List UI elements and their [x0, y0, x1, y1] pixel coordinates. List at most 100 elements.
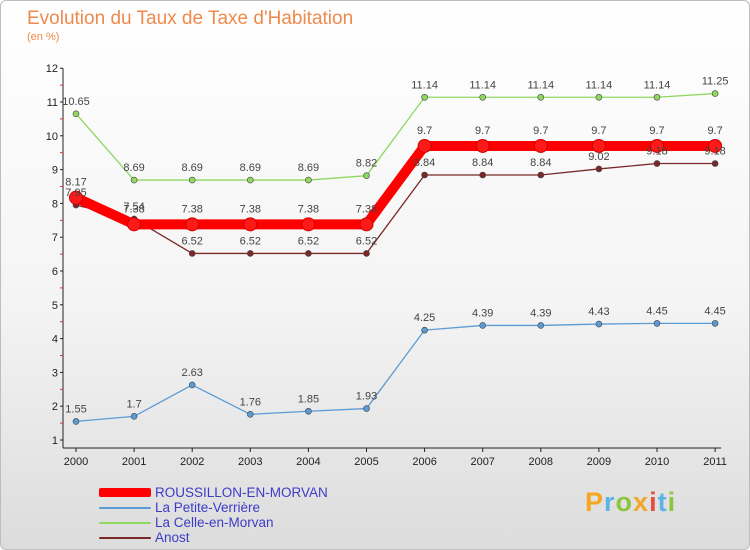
legend-entry: Anost — [99, 530, 328, 545]
x-tick-label: 2004 — [296, 456, 320, 468]
data-label-2: 11.14 — [469, 79, 496, 91]
x-tick-label: 2011 — [703, 456, 727, 468]
data-label-2: 11.14 — [644, 79, 671, 91]
series-point-0 — [301, 217, 316, 232]
series-point-0 — [359, 217, 374, 232]
legend-label: La Petite-Verrière — [155, 500, 261, 515]
y-tick-label: 12 — [46, 63, 58, 75]
series-point-3 — [595, 165, 603, 173]
series-point-3 — [247, 250, 254, 257]
data-label-2: 11.14 — [527, 79, 554, 91]
series-point-3 — [653, 160, 661, 167]
data-label-0: 9.7 — [475, 125, 490, 137]
series-point-2 — [711, 90, 719, 97]
series-point-0 — [475, 138, 490, 153]
data-label-0: 9.7 — [707, 125, 722, 137]
y-tick-label: 1 — [52, 435, 58, 447]
series-point-1 — [72, 418, 80, 425]
series-point-0 — [533, 138, 548, 153]
series-point-1 — [363, 405, 370, 412]
x-tick-label: 2008 — [529, 456, 553, 468]
data-label-0: 9.7 — [533, 125, 548, 137]
chart-data-labels: 1.55 1.7 2.63 1.76 1.85 1.93 4.25 4.39 4.39 4.43 4… — [62, 76, 728, 416]
chart-title: Evolution du Taux de Taxe d'Habitation — [27, 8, 354, 29]
data-label-0: 8.17 — [65, 177, 86, 189]
data-label-2: 8.82 — [356, 158, 377, 170]
legend-entry: La Celle-en-Morvan — [99, 515, 328, 530]
data-label-3: 8.84 — [530, 157, 551, 169]
series-point-2 — [363, 172, 370, 179]
series-point-1 — [247, 411, 254, 418]
series-line-0 — [71, 140, 721, 230]
data-label-2: 11.25 — [702, 76, 729, 88]
legend-entry: ROUSSILLON-EN-MORVAN — [99, 485, 328, 500]
y-tick-label: 7 — [52, 232, 58, 244]
x-tick-label: 2002 — [180, 456, 204, 468]
data-label-2: 8.69 — [181, 162, 202, 174]
data-label-0: 9.7 — [649, 125, 664, 137]
series-point-0 — [69, 190, 83, 205]
series-point-1 — [479, 322, 487, 329]
data-label-3: 6.52 — [356, 235, 377, 247]
series-point-0 — [127, 217, 142, 232]
data-label-2: 8.69 — [240, 162, 261, 174]
y-tick-label: 5 — [52, 300, 58, 312]
y-tick-label: 6 — [52, 266, 58, 278]
series-point-2 — [130, 176, 138, 184]
data-label-3: 9.18 — [704, 146, 725, 158]
y-tick-label: 4 — [52, 334, 58, 346]
series-point-0 — [417, 138, 432, 153]
series-point-3 — [305, 250, 312, 257]
legend-label: ROUSSILLON-EN-MORVAN — [155, 485, 328, 500]
series-point-2 — [653, 93, 661, 101]
legend-swatch — [99, 536, 151, 539]
data-label-1: 1.76 — [240, 396, 261, 408]
series-point-1 — [711, 320, 719, 327]
y-tick-label: 10 — [46, 131, 58, 143]
x-tick-label: 2001 — [122, 456, 146, 468]
data-label-1: 4.43 — [588, 306, 609, 318]
y-tick-label: 2 — [52, 401, 58, 413]
series-point-3 — [363, 250, 370, 257]
data-label-0: 9.7 — [591, 125, 606, 137]
data-label-1: 1.93 — [356, 391, 377, 403]
series-point-3 — [479, 171, 487, 179]
data-label-1: 4.39 — [530, 307, 551, 319]
data-label-3: 6.52 — [240, 235, 261, 247]
series-point-3 — [421, 171, 428, 179]
series-point-1 — [653, 320, 661, 327]
y-tick-label: 9 — [52, 165, 58, 177]
series-point-2 — [595, 93, 603, 101]
data-label-1: 1.55 — [65, 403, 86, 415]
series-point-0 — [243, 217, 258, 232]
data-label-3: 8.84 — [414, 157, 435, 169]
y-tick-label: 8 — [52, 198, 58, 210]
chart-legend: ROUSSILLON-EN-MORVAN La Petite-Verrière La… — [99, 485, 328, 545]
data-label-0: 7.38 — [298, 203, 319, 215]
series-point-0 — [185, 217, 200, 232]
legend-swatch — [99, 521, 151, 524]
data-label-1: 4.39 — [472, 307, 493, 319]
series-point-0 — [708, 138, 723, 153]
series-line-1 — [75, 322, 716, 423]
series-point-1 — [188, 381, 196, 389]
legend-label: Anost — [155, 530, 190, 545]
data-label-1: 1.7 — [126, 398, 141, 410]
data-label-2: 8.69 — [298, 162, 319, 174]
series-point-2 — [305, 176, 312, 184]
series-point-1 — [595, 320, 603, 328]
data-label-0: 7.38 — [123, 203, 144, 215]
series-point-1 — [421, 326, 428, 334]
x-tick-label: 2009 — [587, 456, 611, 468]
data-label-0: 9.7 — [417, 125, 432, 137]
series-point-3 — [711, 160, 719, 167]
legend-swatch — [99, 506, 151, 509]
x-tick-label: 2010 — [645, 456, 669, 468]
data-label-3: 8.84 — [472, 157, 493, 169]
data-label-2: 8.69 — [123, 162, 144, 174]
legend-entry: La Petite-Verrière — [99, 500, 328, 515]
data-label-1: 1.85 — [298, 393, 319, 405]
